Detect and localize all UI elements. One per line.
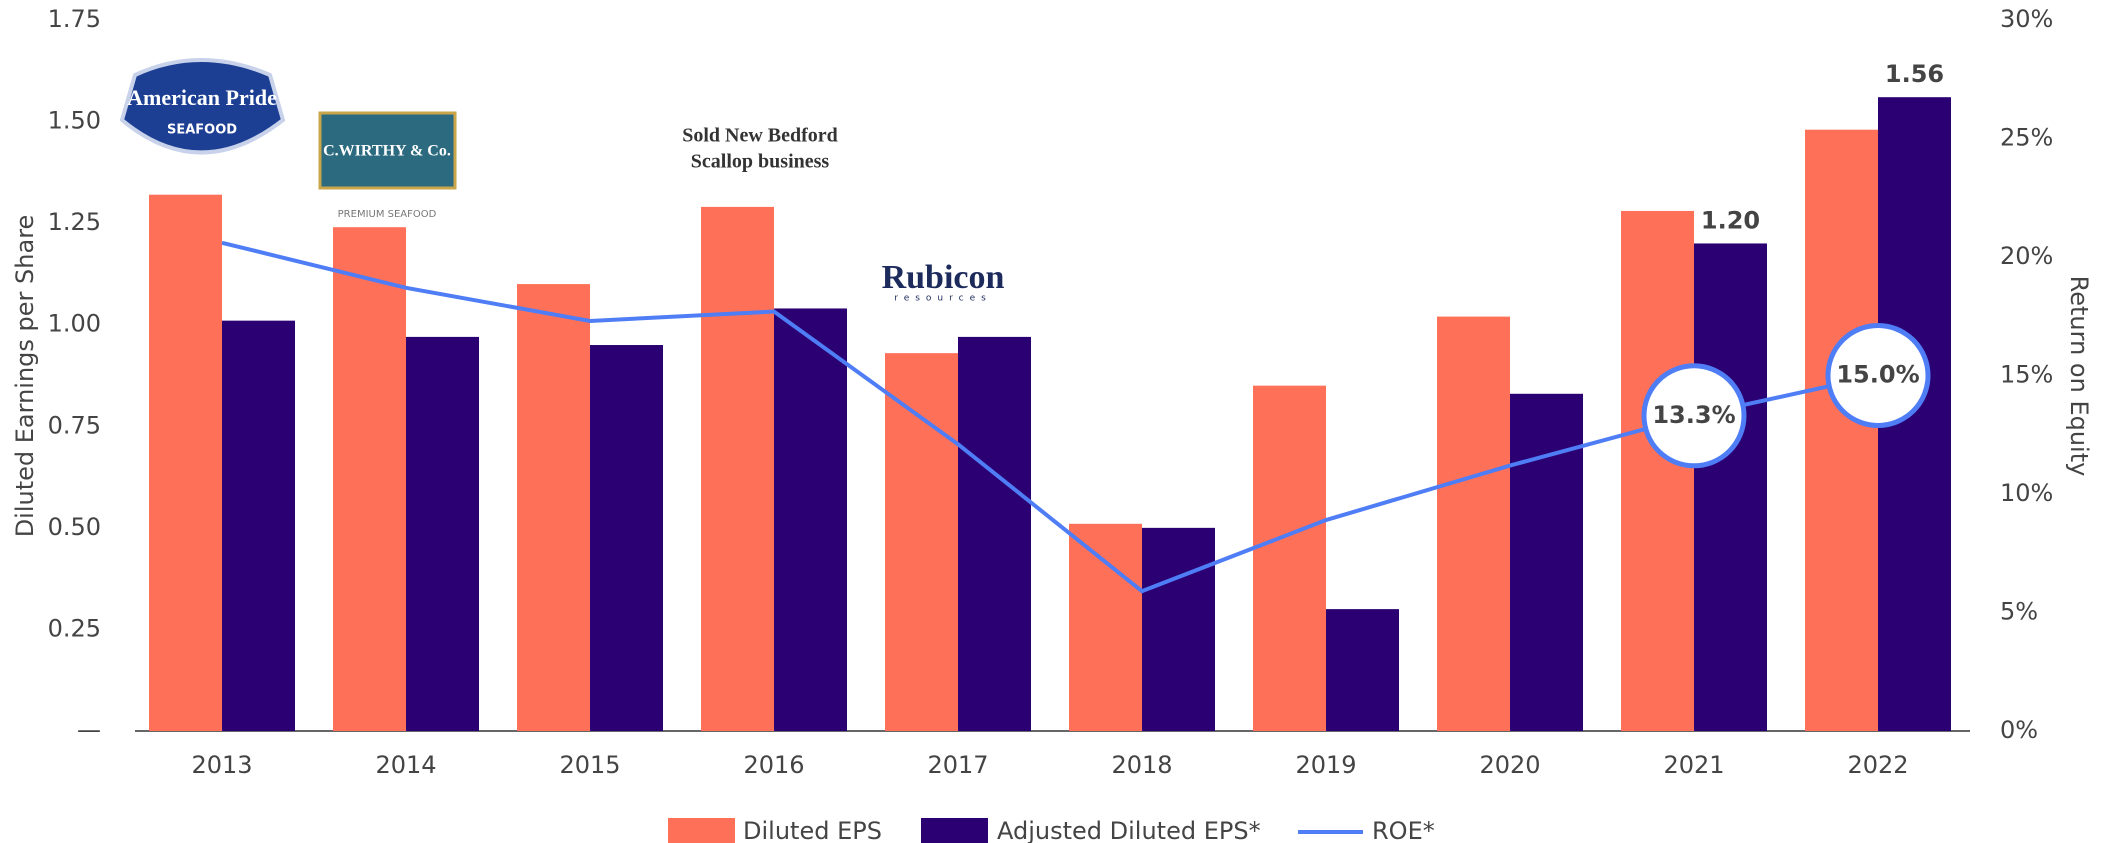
annotation: PREMIUM SEAFOOD — [338, 209, 437, 220]
y2-tick-label: 25% — [2000, 124, 2053, 152]
y2-axis-label: Return on Equity — [2065, 276, 2093, 477]
y-tick-label: 1.75 — [48, 5, 101, 33]
y-tick-label: 1.00 — [48, 310, 101, 338]
bar — [1253, 385, 1326, 731]
y-tick-label: — — [77, 716, 101, 744]
x-tick-label: 2020 — [1479, 751, 1540, 779]
bar — [1510, 393, 1583, 731]
bar — [517, 284, 590, 731]
legend-label: Adjusted Diluted EPS* — [997, 817, 1261, 843]
y2-tick-label: 5% — [2000, 598, 2038, 626]
bar — [1694, 243, 1767, 731]
roe-marker — [1641, 363, 1747, 469]
x-tick-label: 2017 — [927, 751, 988, 779]
annotation: Rubicon — [882, 259, 1005, 296]
x-tick-label: 2018 — [1111, 751, 1172, 779]
legend-label: Diluted EPS — [743, 817, 882, 843]
y-tick-label: 0.25 — [48, 614, 101, 642]
bar — [1326, 609, 1399, 731]
bar — [1142, 527, 1215, 731]
data-label: 13.3% — [1652, 401, 1735, 429]
annotation: resources — [894, 294, 992, 304]
bar — [1437, 316, 1510, 731]
logo-shape — [119, 58, 286, 155]
x-tick-label: 2013 — [191, 751, 252, 779]
x-tick-label: 2021 — [1663, 751, 1724, 779]
y-axis-label: Diluted Earnings per Share — [11, 215, 39, 538]
roe-marker — [1825, 323, 1931, 428]
bar — [701, 206, 774, 732]
y2-tick-label: 0% — [2000, 716, 2038, 744]
bar — [1805, 129, 1878, 731]
bar — [149, 194, 222, 731]
bar — [1069, 523, 1142, 731]
y2-tick-label: 20% — [2000, 242, 2053, 270]
y2-tick-label: 10% — [2000, 479, 2053, 507]
annotation: Scallop business — [691, 151, 830, 173]
legend-swatch — [921, 818, 988, 843]
legend-label: ROE* — [1372, 817, 1435, 843]
y-tick-label: 0.50 — [48, 513, 101, 541]
logo-shape — [318, 111, 457, 190]
bar — [885, 353, 958, 731]
bar — [222, 320, 295, 731]
y-tick-label: 1.25 — [48, 208, 101, 236]
bar — [406, 336, 479, 731]
y2-tick-label: 15% — [2000, 361, 2053, 389]
data-label: 1.20 — [1701, 206, 1760, 234]
legend-swatch — [668, 818, 735, 843]
y2-tick-label: 30% — [2000, 5, 2053, 33]
bar — [774, 308, 847, 731]
x-tick-label: 2014 — [375, 751, 436, 779]
annotation: Sold New Bedford — [682, 125, 838, 147]
y-tick-label: 0.75 — [48, 411, 101, 439]
data-label: 1.56 — [1885, 60, 1944, 88]
bar — [958, 336, 1031, 731]
annotation: SEAFOOD — [167, 123, 237, 138]
y-tick-label: 1.50 — [48, 107, 101, 135]
bar — [333, 227, 406, 731]
data-label: 15.0% — [1836, 361, 1919, 389]
roe-line — [221, 240, 1879, 594]
annotation: C.WIRTHY & Co. — [323, 143, 451, 160]
x-tick-label: 2019 — [1295, 751, 1356, 779]
x-tick-label: 2022 — [1847, 751, 1908, 779]
x-tick-label: 2016 — [743, 751, 804, 779]
bar — [590, 345, 663, 731]
x-tick-label: 2015 — [559, 751, 620, 779]
bar — [1621, 210, 1694, 731]
annotation: American Pride — [127, 85, 277, 110]
